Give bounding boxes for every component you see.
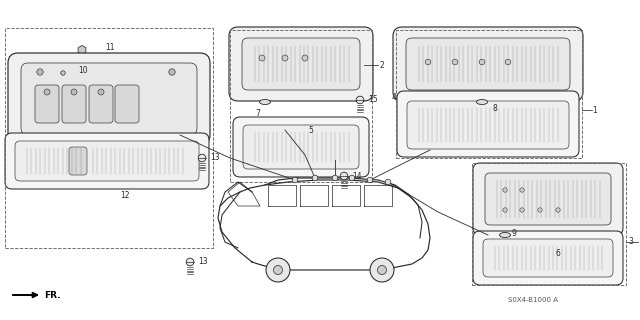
FancyBboxPatch shape	[473, 231, 623, 285]
Circle shape	[425, 59, 431, 65]
Text: 3: 3	[628, 237, 633, 246]
Bar	[472, 163, 626, 285]
Circle shape	[302, 55, 308, 61]
Circle shape	[312, 175, 318, 181]
FancyBboxPatch shape	[69, 147, 87, 175]
Circle shape	[266, 258, 290, 282]
Text: 5: 5	[308, 125, 313, 134]
Circle shape	[503, 188, 508, 192]
FancyBboxPatch shape	[393, 27, 583, 101]
Circle shape	[273, 266, 282, 275]
Text: 11: 11	[105, 44, 115, 52]
Bar	[5, 28, 213, 248]
Circle shape	[378, 266, 387, 275]
Text: 14: 14	[352, 172, 362, 180]
FancyBboxPatch shape	[15, 141, 199, 181]
Circle shape	[367, 177, 373, 183]
FancyBboxPatch shape	[5, 133, 209, 189]
FancyBboxPatch shape	[407, 101, 569, 149]
Circle shape	[452, 59, 458, 65]
FancyBboxPatch shape	[233, 117, 369, 177]
Circle shape	[503, 208, 508, 212]
Circle shape	[479, 59, 485, 65]
FancyBboxPatch shape	[242, 38, 360, 90]
Circle shape	[340, 172, 348, 180]
Ellipse shape	[499, 233, 511, 237]
FancyBboxPatch shape	[8, 53, 210, 145]
Circle shape	[37, 69, 44, 75]
Circle shape	[186, 258, 194, 266]
Text: 2: 2	[379, 60, 384, 69]
FancyBboxPatch shape	[229, 27, 373, 101]
FancyBboxPatch shape	[21, 63, 197, 135]
Circle shape	[505, 59, 511, 65]
Text: S0X4-B1000 A: S0X4-B1000 A	[508, 297, 558, 303]
FancyBboxPatch shape	[53, 66, 73, 80]
Text: FR.: FR.	[44, 291, 61, 300]
Text: 12: 12	[120, 190, 129, 199]
Circle shape	[292, 177, 298, 183]
Text: 13: 13	[210, 154, 220, 163]
Text: 15: 15	[368, 95, 378, 105]
Circle shape	[556, 208, 560, 212]
FancyBboxPatch shape	[406, 38, 570, 90]
FancyBboxPatch shape	[473, 163, 623, 235]
Circle shape	[198, 154, 206, 162]
Text: 13: 13	[198, 258, 207, 267]
Text: 1: 1	[592, 106, 596, 115]
Circle shape	[385, 179, 391, 185]
Circle shape	[349, 175, 355, 181]
Text: 4: 4	[392, 93, 397, 102]
Circle shape	[538, 208, 542, 212]
FancyBboxPatch shape	[35, 85, 59, 123]
Text: 8: 8	[492, 103, 497, 113]
Circle shape	[71, 89, 77, 95]
Text: 10: 10	[78, 66, 88, 75]
Ellipse shape	[477, 100, 488, 105]
Circle shape	[370, 258, 394, 282]
Bar	[230, 30, 372, 182]
Ellipse shape	[259, 100, 271, 105]
Text: 6: 6	[556, 249, 561, 258]
Text: 7: 7	[255, 108, 260, 117]
Text: 9: 9	[512, 229, 517, 238]
Circle shape	[356, 96, 364, 104]
Circle shape	[259, 55, 265, 61]
Circle shape	[520, 188, 524, 192]
Circle shape	[520, 208, 524, 212]
FancyBboxPatch shape	[115, 85, 139, 123]
Circle shape	[98, 89, 104, 95]
FancyBboxPatch shape	[62, 85, 86, 123]
FancyBboxPatch shape	[483, 239, 613, 277]
FancyBboxPatch shape	[89, 85, 113, 123]
Circle shape	[61, 71, 65, 75]
Bar	[396, 30, 582, 158]
Circle shape	[44, 89, 50, 95]
Circle shape	[282, 55, 288, 61]
FancyBboxPatch shape	[243, 125, 359, 169]
Circle shape	[332, 175, 338, 181]
FancyBboxPatch shape	[397, 91, 579, 157]
Circle shape	[169, 69, 175, 75]
FancyBboxPatch shape	[485, 173, 611, 225]
